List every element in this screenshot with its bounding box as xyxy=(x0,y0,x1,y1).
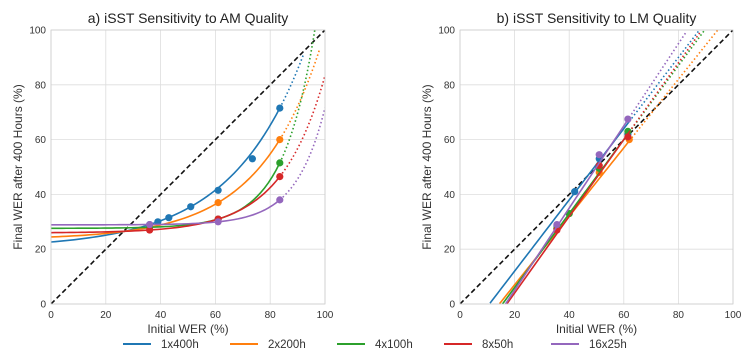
x-axis-label: Initial WER (%) xyxy=(556,322,637,336)
plot-frame xyxy=(50,29,326,305)
y-axis-label: Final WER after 400 Hours (%) xyxy=(11,84,25,249)
data-point-16x25h xyxy=(214,218,222,226)
data-point-16x25h xyxy=(624,115,632,123)
x-tick-label: 60 xyxy=(210,310,222,321)
legend-label-16x25h: 16x25h xyxy=(589,339,627,351)
y-axis-label: Final WER after 400 Hours (%) xyxy=(420,84,434,249)
x-tick-label: 60 xyxy=(618,310,630,321)
x-tick-label: 80 xyxy=(673,310,685,321)
series-fit-8x50h xyxy=(51,176,281,234)
legend-label-4x100h: 4x100h xyxy=(375,339,413,351)
x-tick-label: 100 xyxy=(725,310,741,321)
y-tick-label: 40 xyxy=(35,190,47,201)
series-fit-16x25h xyxy=(51,199,281,226)
series-extrapolation-8x50h xyxy=(628,31,701,133)
series-fit-1x400h xyxy=(51,107,281,243)
x-tick-label: 100 xyxy=(317,310,334,321)
series-extrapolation-8x50h xyxy=(279,75,325,178)
legend: 1x400h 2x200h 4x100h 8x50h 16x25h xyxy=(123,339,627,351)
series-extrapolation-16x25h xyxy=(279,107,325,201)
plot-frame xyxy=(459,29,734,305)
panel-b: 0 20 40 60 80 100 0 20 40 60 80 100 b) iSST Sensitiv… xyxy=(420,10,741,336)
y-tick-label: 0 xyxy=(40,300,46,311)
y-tick-label: 100 xyxy=(438,26,455,37)
panel-a: 0 20 40 60 80 100 0 20 40 60 80 100 a) iSST Sensitiv… xyxy=(11,10,334,336)
chart-title: a) iSST Sensitivity to AM Quality xyxy=(88,10,288,26)
series-fit-8x50h xyxy=(505,131,630,304)
y-tick-label: 20 xyxy=(444,245,456,256)
data-point-16x25h xyxy=(276,196,284,204)
series-extrapolation-1x400h xyxy=(279,55,304,109)
reference-line xyxy=(51,30,325,304)
data-point-1x400h xyxy=(276,104,284,112)
x-tick-label: 20 xyxy=(509,310,521,321)
x-tick-label: 40 xyxy=(564,310,576,321)
data-point-4x100h xyxy=(624,127,632,135)
legend-label-1x400h: 1x400h xyxy=(161,339,199,351)
data-point-8x50h xyxy=(595,162,603,170)
legend-label-8x50h: 8x50h xyxy=(482,339,513,351)
data-point-8x50h xyxy=(276,172,284,181)
data-point-1x400h xyxy=(154,218,162,226)
data-point-1x400h xyxy=(214,186,222,194)
data-point-1x400h xyxy=(165,214,173,222)
series-extrapolation-16x25h xyxy=(628,30,688,119)
plot-marks xyxy=(460,30,733,304)
y-tick-label: 0 xyxy=(449,300,455,311)
y-tick-label: 60 xyxy=(35,135,47,146)
data-point-4x100h xyxy=(276,159,284,167)
x-axis-label: Initial WER (%) xyxy=(147,322,228,336)
y-tick-label: 60 xyxy=(444,135,456,146)
chart-title: b) iSST Sensitivity to LM Quality xyxy=(497,10,697,26)
series-fit-16x25h xyxy=(504,117,630,304)
data-point-16x25h xyxy=(146,220,154,229)
x-tick-label: 40 xyxy=(155,310,167,321)
data-point-1x400h xyxy=(248,155,256,163)
y-tick-label: 20 xyxy=(35,245,47,256)
data-point-1x400h xyxy=(571,188,579,196)
data-point-2x200h xyxy=(214,199,222,207)
x-tick-label: 0 xyxy=(48,310,54,321)
x-tick-label: 80 xyxy=(265,310,277,321)
plot-marks xyxy=(51,30,325,304)
data-point-2x200h xyxy=(276,136,284,144)
data-point-8x50h xyxy=(624,133,632,141)
y-tick-label: 80 xyxy=(35,80,47,91)
data-point-1x400h xyxy=(187,203,195,211)
data-point-16x25h xyxy=(553,220,561,229)
y-tick-label: 40 xyxy=(444,190,456,201)
x-tick-label: 0 xyxy=(457,310,463,321)
series-extrapolation-2x200h xyxy=(279,49,321,141)
data-point-8x50h xyxy=(146,226,154,234)
series-extrapolation-4x100h xyxy=(279,30,316,164)
legend-label-2x200h: 2x200h xyxy=(268,339,306,351)
y-tick-label: 80 xyxy=(444,80,456,91)
x-tick-label: 20 xyxy=(100,310,112,321)
data-point-16x25h xyxy=(595,151,603,159)
series-extrapolation-2x200h xyxy=(628,30,719,142)
y-tick-label: 100 xyxy=(29,26,46,37)
